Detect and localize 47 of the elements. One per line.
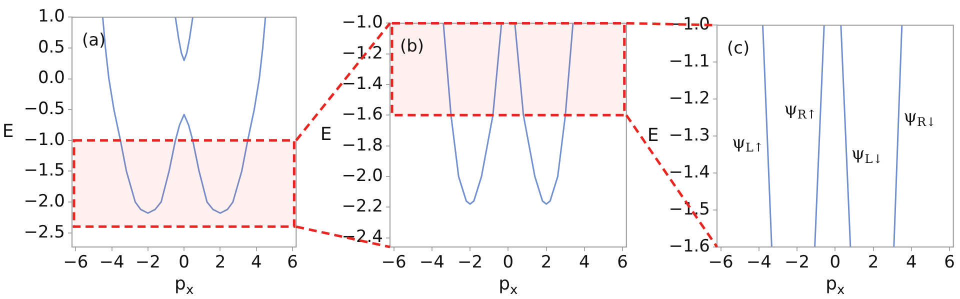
- y-axis-title: E: [2, 120, 14, 142]
- x-tick-label: 4: [906, 252, 917, 273]
- y-tick-label: 0.5: [38, 37, 65, 58]
- x-tick-label: −2: [135, 252, 160, 273]
- x-tick-label: −4: [419, 252, 444, 273]
- y-tick-label: −1.8: [342, 135, 383, 156]
- x-tick-label: 6: [287, 252, 298, 273]
- x-tick-label: 2: [540, 252, 552, 273]
- y-axis-title: E: [320, 124, 332, 145]
- y-tick-label: −1.0: [24, 130, 65, 150]
- annotation: (b): [400, 36, 424, 57]
- y-tick-label: −1.5: [24, 160, 65, 181]
- y-tick-label: 0.0: [38, 68, 65, 88]
- x-tick-label: −4: [746, 252, 772, 273]
- x-tick-label: 0: [502, 252, 514, 273]
- x-tick-label: 6: [617, 252, 628, 273]
- x-tick-label: 6: [944, 252, 955, 273]
- x-tick-label: −4: [99, 252, 124, 273]
- y-tick-label: −0.5: [24, 99, 65, 120]
- y-tick-label: −1.3: [668, 126, 710, 146]
- y-tick-label: −2.0: [342, 166, 383, 186]
- y-tick-label: −2.0: [24, 191, 65, 212]
- x-tick-label: 4: [250, 252, 262, 273]
- y-tick-label: −1.6: [342, 104, 383, 125]
- y-tick-label: −2.5: [24, 222, 65, 242]
- y-tick-label: −2.2: [342, 196, 383, 217]
- annotation: (c): [727, 38, 750, 59]
- x-tick-label: 0: [830, 252, 841, 273]
- y-tick-label: −1.2: [668, 88, 710, 109]
- x-tick-label: 2: [868, 252, 879, 273]
- y-tick-label: −1.6: [668, 236, 710, 256]
- x-tick-label: −6: [708, 252, 734, 273]
- y-axis-title: E: [647, 124, 659, 146]
- x-tick-label: 0: [178, 252, 190, 273]
- y-tick-label: −1.0: [342, 12, 383, 33]
- y-tick-label: 1.0: [38, 6, 65, 27]
- x-tick-label: 4: [579, 252, 590, 273]
- x-tick-label: −2: [784, 252, 810, 273]
- x-tick-label: −2: [458, 252, 483, 273]
- x-tick-label: −6: [63, 252, 88, 273]
- y-tick-label: −1.2: [342, 43, 383, 64]
- annotation: (a): [82, 30, 106, 51]
- y-tick-label: −1.4: [668, 162, 710, 182]
- y-tick-label: −1.1: [668, 52, 710, 72]
- x-tick-label: −6: [381, 252, 406, 273]
- y-tick-label: −1.4: [342, 74, 383, 94]
- x-tick-label: 2: [214, 252, 226, 273]
